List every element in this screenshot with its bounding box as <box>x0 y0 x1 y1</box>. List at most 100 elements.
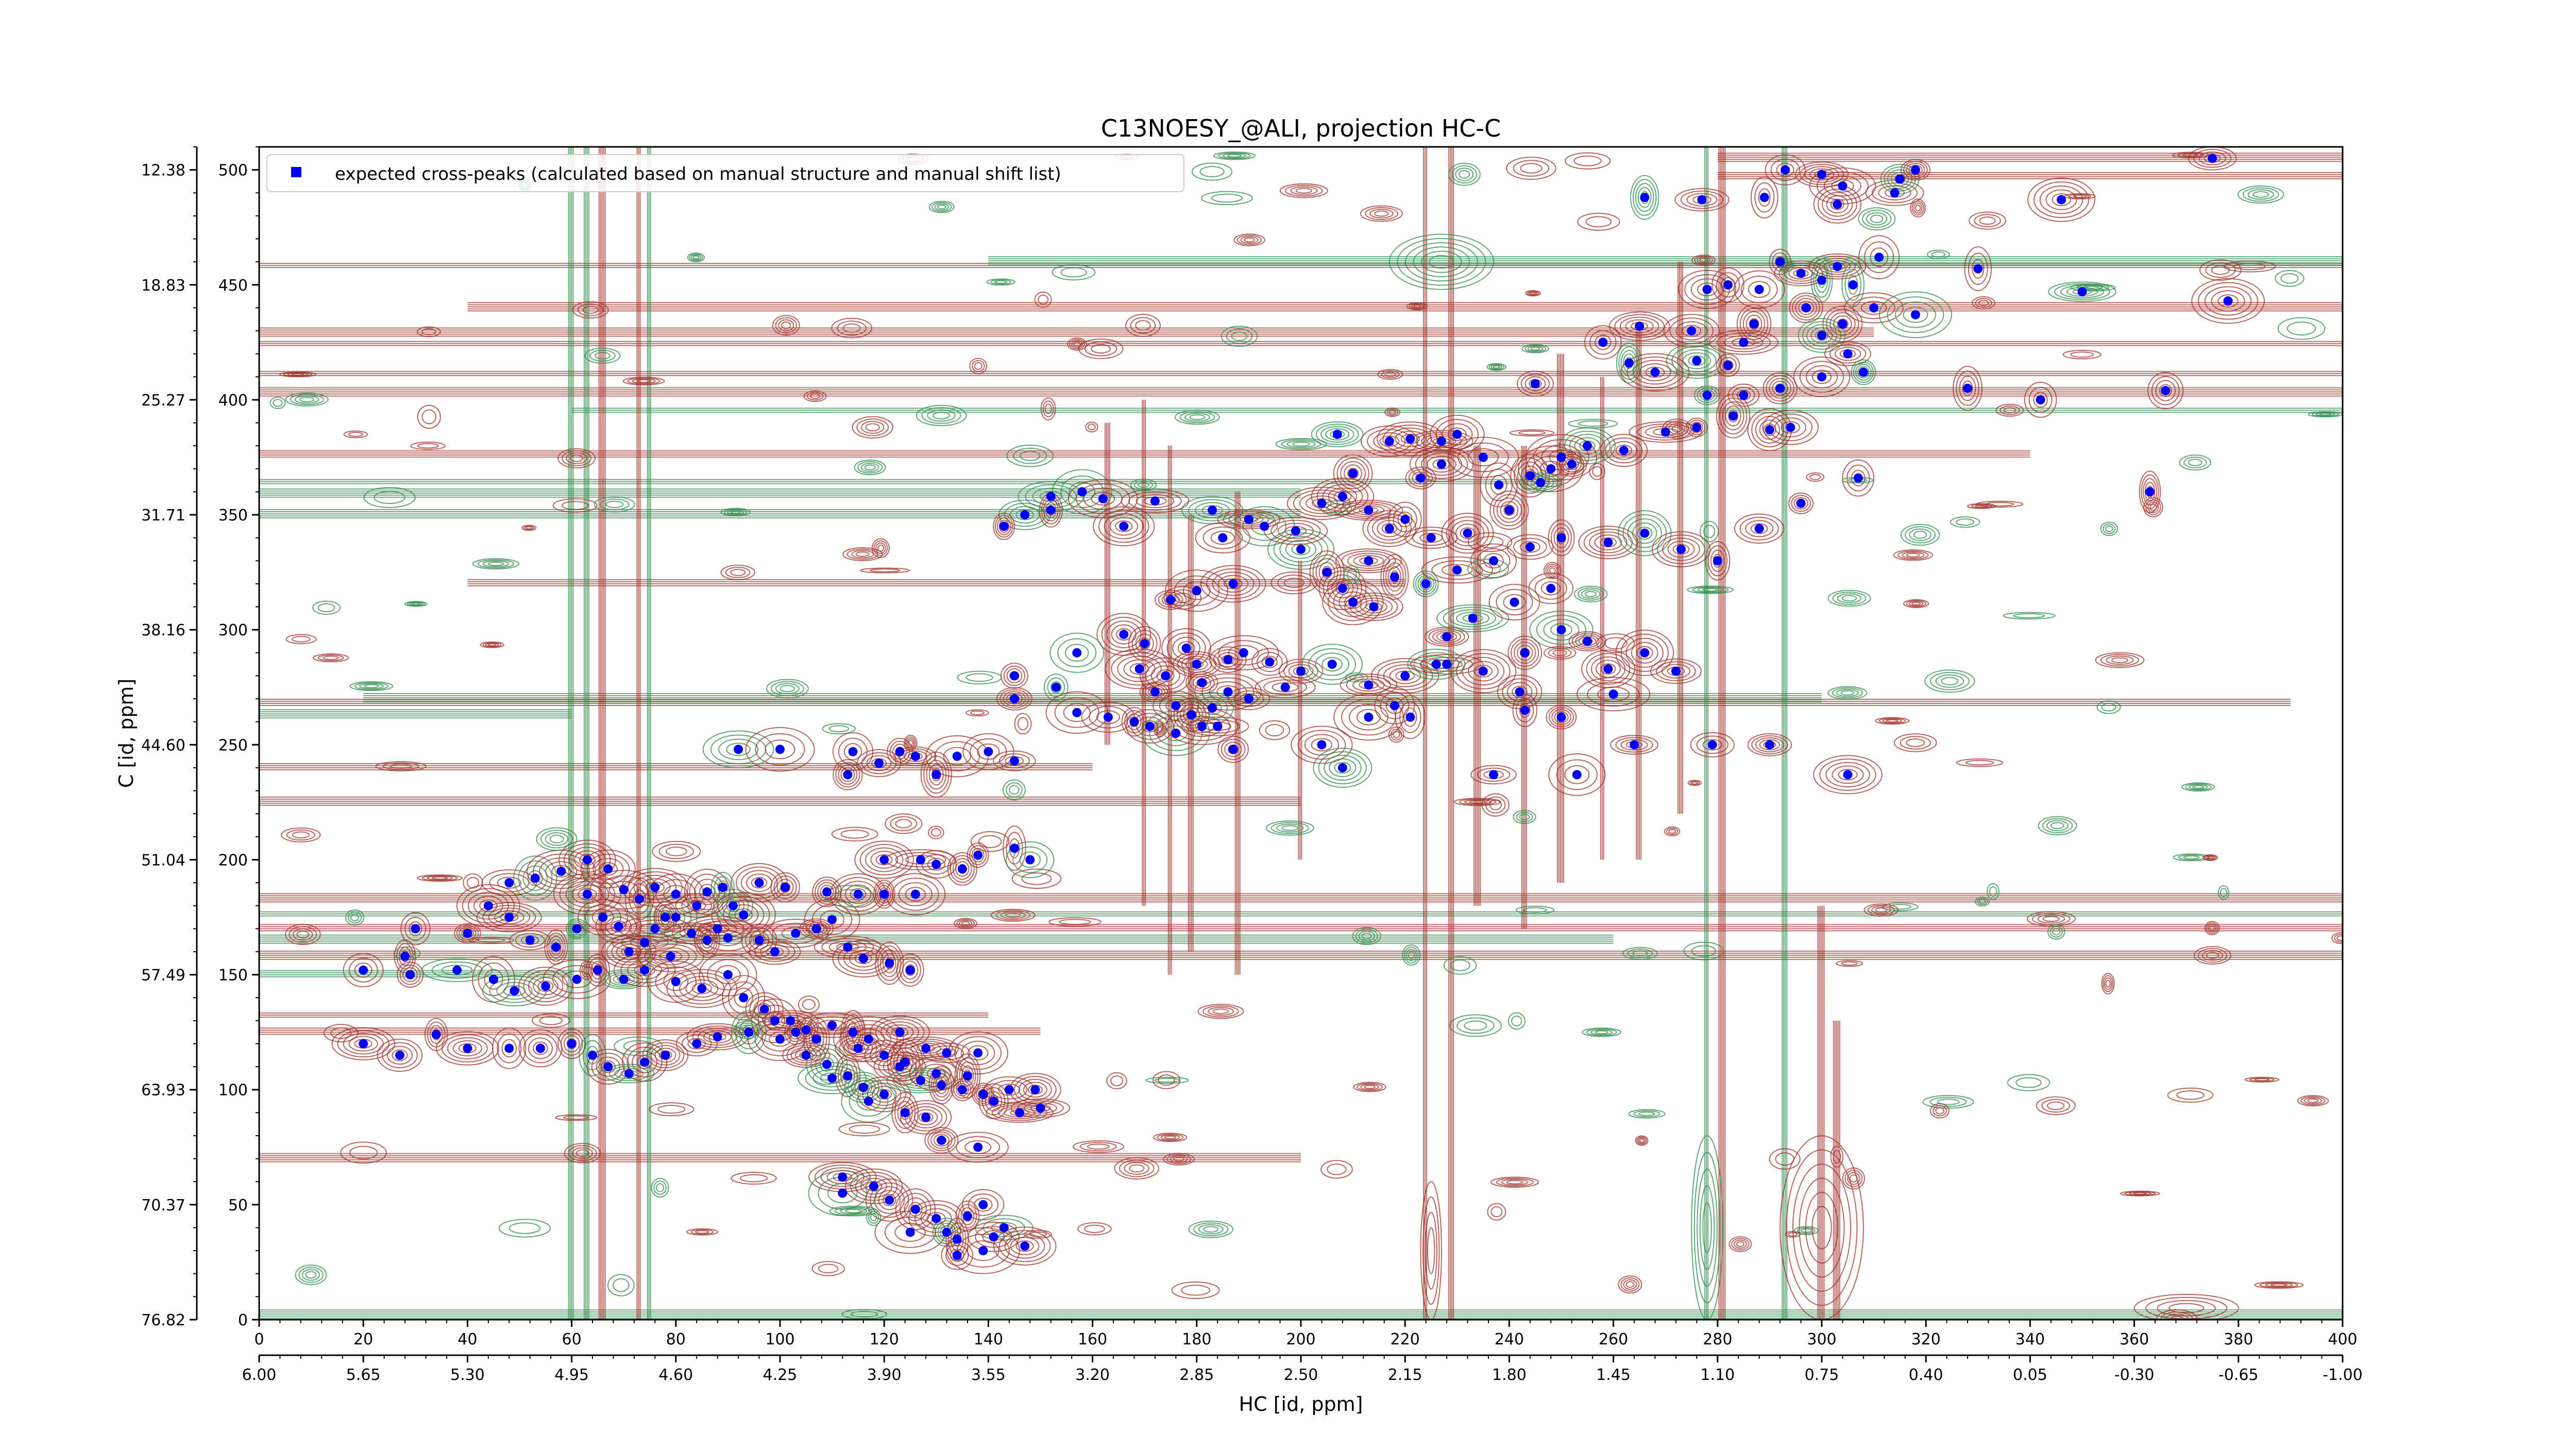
contour-ring <box>910 1042 941 1054</box>
contour-ring <box>1233 233 1265 246</box>
x-tick-label: 160 <box>1078 1330 1107 1349</box>
cross-peak-marker <box>1697 195 1707 205</box>
contour-ring <box>657 1105 686 1114</box>
contour-ring <box>975 1226 1012 1248</box>
contour-ring <box>834 1206 873 1216</box>
cross-peak-marker <box>1265 657 1275 667</box>
cross-peak-marker <box>879 1089 889 1099</box>
contour-ring <box>2054 283 2110 300</box>
contour-ring <box>827 1183 858 1204</box>
contour-ring <box>1511 1015 1522 1026</box>
x-axis-ppm: 6.00 5.65 5.30 4.95 4.60 4.25 3.90 3.55 3.20 2.85… <box>242 1354 2363 1384</box>
contour-ring <box>1335 548 1402 574</box>
contour-ring <box>733 1021 761 1039</box>
ppm-y-tick-label: 44.60 <box>141 736 185 754</box>
contour-ring <box>1320 500 1352 516</box>
cross-peak-marker <box>775 1034 785 1044</box>
contour-ring <box>860 567 910 574</box>
cross-peak-marker <box>1436 436 1446 446</box>
cross-peak-marker <box>2223 296 2233 306</box>
contour-ring <box>844 743 862 761</box>
contour-ring <box>822 723 856 735</box>
contour-ring <box>745 727 815 772</box>
contour-ring <box>295 1264 327 1286</box>
contour-ring <box>1680 190 1724 209</box>
contour-ring <box>2103 524 2116 534</box>
contour-ring <box>1870 214 1884 223</box>
contour-ring <box>1618 1275 1642 1294</box>
contour-ring <box>1323 570 1363 606</box>
contour-ring <box>913 1109 938 1125</box>
cross-peak-marker <box>1004 1085 1014 1094</box>
contour-ring <box>537 980 554 992</box>
contour-ring <box>1185 658 1208 671</box>
contour-ring <box>1630 175 1659 220</box>
contour-ring <box>1149 715 1203 751</box>
contour-ring <box>1719 397 1748 434</box>
contour-ring <box>996 517 1011 535</box>
contour-ring <box>714 876 732 899</box>
contour-ring <box>1406 302 1428 311</box>
cross-peak-marker <box>1140 638 1149 648</box>
contour-ring <box>1655 661 1696 681</box>
contour-ring <box>410 442 446 450</box>
contour-ring <box>1195 719 1241 734</box>
cross-peak-marker <box>1728 411 1738 421</box>
contour-ring <box>1327 1163 1347 1175</box>
contour-ring <box>1195 522 1251 553</box>
cross-peak-marker <box>452 965 462 975</box>
cross-peak-marker <box>838 1172 848 1182</box>
contour-ring <box>1117 655 1162 682</box>
contour-ring <box>1577 677 1651 712</box>
contour-ring <box>1374 210 1389 217</box>
contour-ring <box>931 202 952 212</box>
cross-peak-marker <box>525 935 535 945</box>
contour-ring <box>1288 664 1314 679</box>
cross-peak-marker <box>483 901 493 911</box>
y-tick-label: 0 <box>238 1311 248 1329</box>
contour-ring <box>834 889 865 903</box>
contour-ring <box>1705 541 1731 581</box>
contour-ring <box>1887 296 1944 333</box>
contour-ring <box>1270 571 1318 595</box>
contour-ring <box>845 1209 862 1214</box>
cross-peak-marker <box>1119 521 1129 531</box>
contour-ring <box>1687 585 1734 594</box>
contour-ring <box>1551 523 1572 552</box>
contour-ring <box>1372 516 1407 541</box>
contour-ring <box>636 379 651 383</box>
contour-ring <box>2177 153 2204 158</box>
contour-ring <box>1279 536 1323 563</box>
cross-peak-marker <box>978 1200 988 1209</box>
cross-peak-marker <box>504 878 514 888</box>
contour-ring <box>2183 457 2207 468</box>
cross-peak-marker <box>879 889 889 899</box>
contour-ring <box>819 1057 835 1072</box>
contour-ring <box>1844 268 1861 301</box>
contour-ring <box>1689 780 1700 785</box>
contour-ring <box>1010 1098 1071 1118</box>
contour-ring <box>2188 459 2202 466</box>
contour-ring <box>645 882 665 893</box>
contour-ring <box>1177 641 1195 655</box>
contour-ring <box>1265 724 1284 737</box>
contour-ring <box>2095 652 2145 668</box>
cross-peak-marker <box>666 951 675 961</box>
contour-ring <box>1448 162 1481 186</box>
cross-peak-marker <box>697 984 707 993</box>
contour-ring <box>1697 587 1724 593</box>
contour-ring <box>1197 1004 1244 1019</box>
contour-ring <box>864 464 876 470</box>
contour-ring <box>993 1226 1057 1266</box>
contour-ring <box>877 945 902 981</box>
contour-ring <box>1911 601 1921 605</box>
contour-ring <box>1597 686 1630 702</box>
contour-ring <box>550 938 562 956</box>
contour-ring <box>1154 721 1166 737</box>
contour-ring <box>1131 713 1169 740</box>
contour-ring <box>1346 568 1357 581</box>
contour-ring <box>1832 765 1864 784</box>
contour-ring <box>633 874 677 900</box>
contour-ring <box>2147 372 2184 410</box>
contour-ring <box>2042 916 2060 922</box>
